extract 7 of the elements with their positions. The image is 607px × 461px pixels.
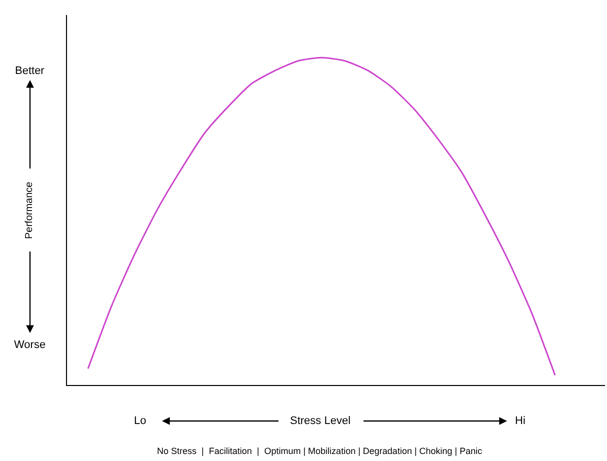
text: Better — [15, 65, 45, 77]
text: Worse — [14, 339, 46, 351]
text: Lo — [134, 415, 146, 427]
text: Performance — [24, 181, 35, 239]
text: Hi — [515, 415, 526, 427]
text: No Stress | Facilitation | Optimum | Mobilization | Degradation | Choking | Panic — [157, 446, 483, 456]
text: Stress Level — [290, 415, 351, 427]
